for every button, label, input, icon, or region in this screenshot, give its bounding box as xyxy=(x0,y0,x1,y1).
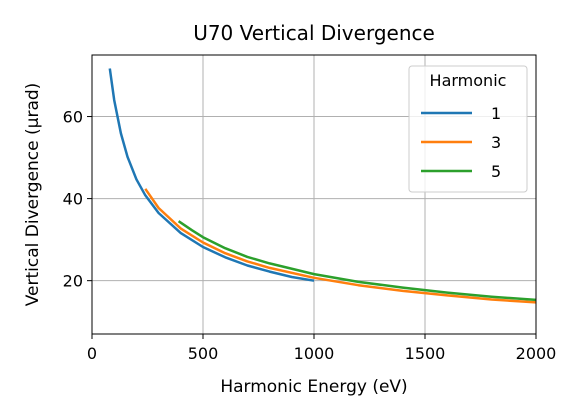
chart-title: U70 Vertical Divergence xyxy=(193,21,435,45)
x-tick-label: 0 xyxy=(87,344,97,363)
tick-layer: 0 500 1000 1500 2000 20 40 60 xyxy=(63,108,557,363)
y-tick-label: 40 xyxy=(63,190,83,209)
series-line-harmonic-1 xyxy=(108,68,315,282)
x-tick-label: 2000 xyxy=(516,344,557,363)
x-tick-label: 1500 xyxy=(405,344,446,363)
legend: Harmonic 1 3 5 xyxy=(408,65,528,193)
legend-title: Harmonic xyxy=(430,71,507,90)
series-line-harmonic-3 xyxy=(144,188,537,304)
x-tick-label: 500 xyxy=(188,344,219,363)
x-axis-label: Harmonic Energy (eV) xyxy=(220,377,407,397)
legend-box xyxy=(408,65,528,193)
series-layer xyxy=(108,68,537,304)
legend-label-harmonic-3: 3 xyxy=(491,133,501,152)
y-axis-label: Vertical Divergence (µrad) xyxy=(23,83,43,307)
legend-label-harmonic-1: 1 xyxy=(491,104,501,123)
y-tick-label: 60 xyxy=(63,108,83,127)
series-line-harmonic-5 xyxy=(177,220,537,302)
y-tick-label: 20 xyxy=(63,272,83,291)
legend-label-harmonic-5: 5 xyxy=(491,162,501,181)
x-tick-label: 1000 xyxy=(294,344,335,363)
